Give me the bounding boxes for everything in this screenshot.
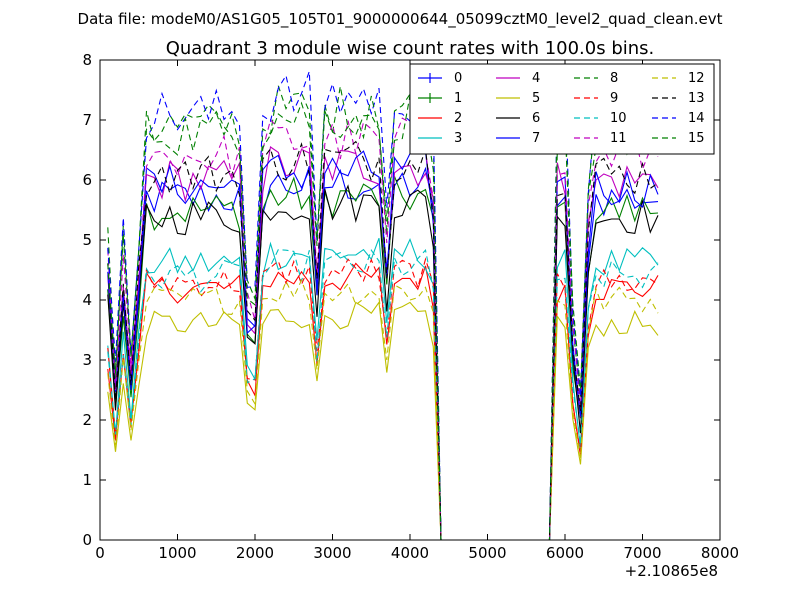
legend-label-1: 1 [454, 91, 462, 106]
y-tick-label: 7 [82, 111, 92, 129]
series-line-10 [107, 249, 659, 541]
y-tick-label: 6 [82, 171, 92, 189]
x-tick-label: 7000 [623, 544, 661, 562]
x-tick-label: 1000 [158, 544, 196, 562]
plot-lines [107, 71, 659, 541]
y-tick-label: 5 [82, 231, 92, 249]
y-tick-label: 3 [82, 351, 92, 369]
y-tick-label: 1 [82, 471, 92, 489]
x-axis: 0 1000 2000 3000 4000 5000 6000 7000 8000 [95, 60, 739, 562]
y-tick-label: 2 [82, 411, 92, 429]
x-tick-label: 0 [95, 544, 105, 562]
legend-label-0: 0 [454, 71, 462, 86]
legend-label-13: 13 [688, 91, 705, 106]
legend-label-15: 15 [688, 131, 705, 146]
series-line-7 [107, 150, 659, 541]
x-tick-label: 2000 [236, 544, 274, 562]
x-tick-label: 5000 [468, 544, 506, 562]
legend-label-4: 4 [532, 71, 540, 86]
legend-label-3: 3 [454, 131, 462, 146]
legend-label-2: 2 [454, 111, 462, 126]
legend-box [409, 63, 715, 155]
y-tick-label: 8 [82, 51, 92, 69]
series-line-12 [107, 278, 659, 541]
x-offset-label: +2.10865e8 [625, 562, 718, 580]
series-line-5 [107, 300, 659, 541]
series-line-11 [107, 117, 659, 541]
chart-title: Quadrant 3 module wise count rates with … [166, 38, 655, 59]
legend-label-10: 10 [610, 111, 627, 126]
legend-label-9: 9 [610, 91, 618, 106]
x-tick-label: 8000 [701, 544, 739, 562]
suptitle: Data file: modeM0/AS1G05_105T01_90000006… [78, 10, 723, 29]
y-tick-label: 0 [82, 531, 92, 549]
series-line-13 [107, 140, 659, 541]
x-tick-label: 6000 [546, 544, 584, 562]
x-tick-label: 3000 [313, 544, 351, 562]
y-tick-label: 4 [82, 291, 92, 309]
legend-label-14: 14 [688, 111, 705, 126]
series-line-9 [107, 257, 659, 541]
x-tick-label: 4000 [391, 544, 429, 562]
legend-label-7: 7 [532, 131, 540, 146]
legend-label-12: 12 [688, 71, 705, 86]
legend-label-8: 8 [610, 71, 618, 86]
legend-label-5: 5 [532, 91, 540, 106]
series-line-6 [107, 184, 659, 541]
series-line-3 [107, 237, 659, 541]
legend-label-11: 11 [610, 131, 627, 146]
series-line-15 [107, 93, 659, 541]
legend-label-6: 6 [532, 111, 540, 126]
